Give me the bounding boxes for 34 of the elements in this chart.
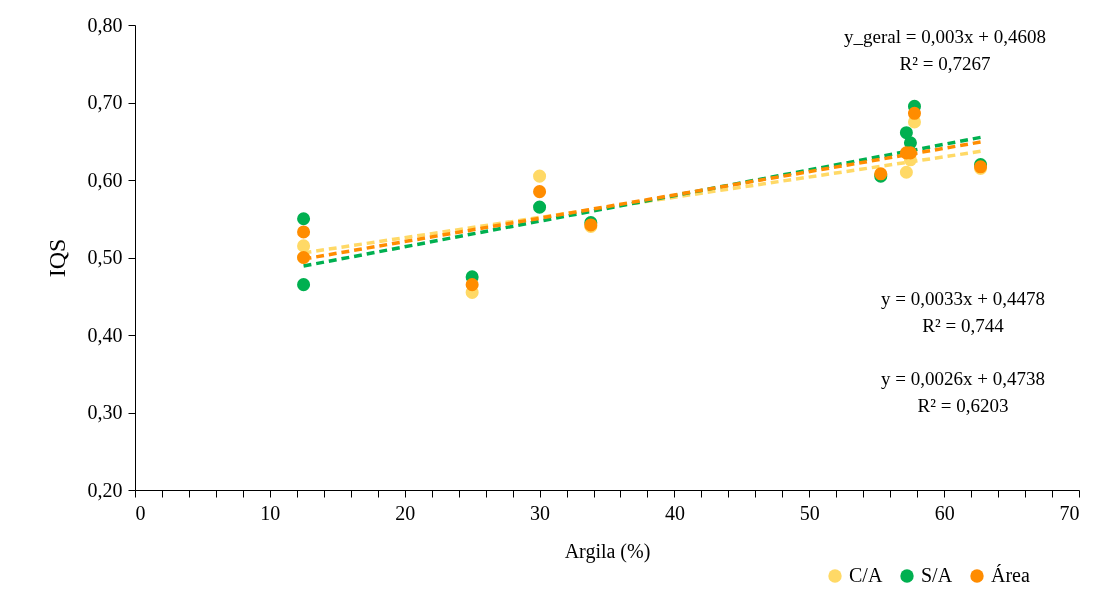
x-tick-label: 70 [1059, 501, 1080, 524]
y-axis-title: IQS [43, 238, 70, 278]
y-tick-label: 0,80 [87, 13, 123, 36]
y-tick-label: 0,70 [87, 91, 123, 113]
y-tick-label: 0,30 [87, 401, 123, 423]
point [533, 200, 547, 214]
legend-label: S/A [921, 564, 953, 586]
point [533, 169, 547, 183]
x-axis-title: Argila (%) [564, 539, 651, 563]
point [899, 165, 913, 179]
x-tick-label: 60 [934, 501, 955, 524]
x-tick-label: 50 [799, 501, 820, 524]
y-tick-label: 0,50 [87, 246, 123, 268]
x-tick-label: 40 [664, 501, 685, 524]
annotation: y = 0,0033x + 0,4478 R² = 0,744 [881, 288, 1045, 336]
annotation: y = 0,0026x + 0,4738 R² = 0,6203 [881, 368, 1045, 416]
point [533, 185, 547, 199]
x-tick-label: 30 [530, 501, 551, 524]
point [297, 225, 311, 239]
y-tick-label: 0,60 [87, 168, 123, 191]
point [297, 212, 311, 226]
legend-label: C/A [849, 564, 883, 586]
legend-label: Área [991, 564, 1030, 586]
x-tick-label: 10 [260, 501, 281, 524]
point [907, 106, 921, 120]
annotation: y_geral = 0,003x + 0,4608 R² = 0,7267 [844, 26, 1046, 74]
point [297, 239, 311, 253]
point [899, 126, 913, 140]
y-tick-label: 0,20 [87, 478, 123, 501]
y-tick-label: 0,40 [87, 323, 123, 346]
x-tick-label: 0 [135, 501, 146, 524]
point [297, 278, 311, 292]
point [465, 278, 479, 292]
x-tick-label: 20 [395, 501, 416, 524]
